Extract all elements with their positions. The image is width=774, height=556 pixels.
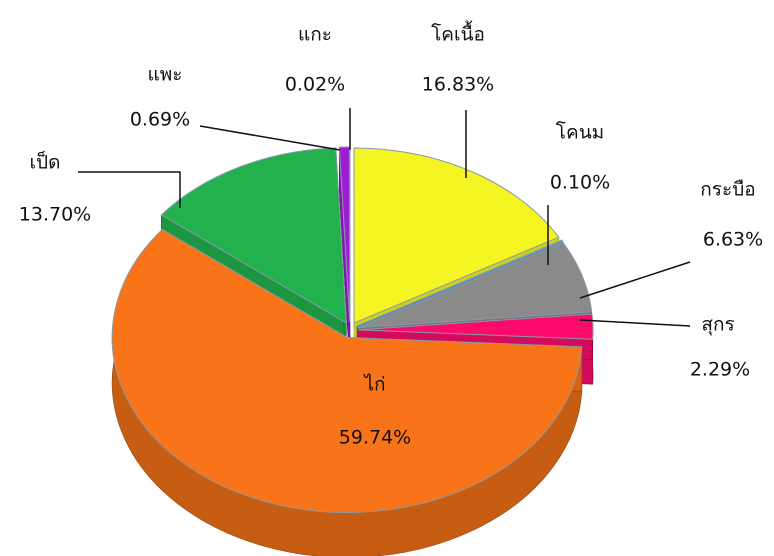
value-label: 0.02% xyxy=(285,74,345,96)
leader-line xyxy=(78,171,181,208)
slice xyxy=(353,147,560,324)
leader-lines xyxy=(78,108,691,327)
value-label: 0.69% xyxy=(130,109,190,131)
slice-label: โคนม xyxy=(556,121,604,144)
pie-tops xyxy=(111,146,594,513)
value-label: 0.10% xyxy=(550,172,610,194)
value-label: 16.83% xyxy=(422,74,494,96)
slice-label: เป็ด xyxy=(30,150,61,174)
leader-line xyxy=(199,125,341,151)
slice-label: ไก่ xyxy=(362,374,385,396)
slice-label: กระบือ xyxy=(700,179,755,201)
leader-line xyxy=(579,261,691,299)
slice xyxy=(357,313,594,340)
slice-label: แพะ xyxy=(148,64,183,86)
slice xyxy=(356,239,564,327)
value-label: 6.63% xyxy=(703,229,763,251)
value-label: 13.70% xyxy=(19,204,91,226)
slice xyxy=(111,228,583,513)
slice-label: โคเนื้อ xyxy=(431,21,485,46)
value-label: 59.74% xyxy=(339,427,411,449)
slice-label: แกะ xyxy=(298,24,332,46)
leader-line xyxy=(579,319,691,327)
slice xyxy=(357,242,593,329)
value-label: 2.29% xyxy=(690,359,750,381)
slice-label: สุกร xyxy=(701,314,734,337)
slice xyxy=(160,147,347,324)
